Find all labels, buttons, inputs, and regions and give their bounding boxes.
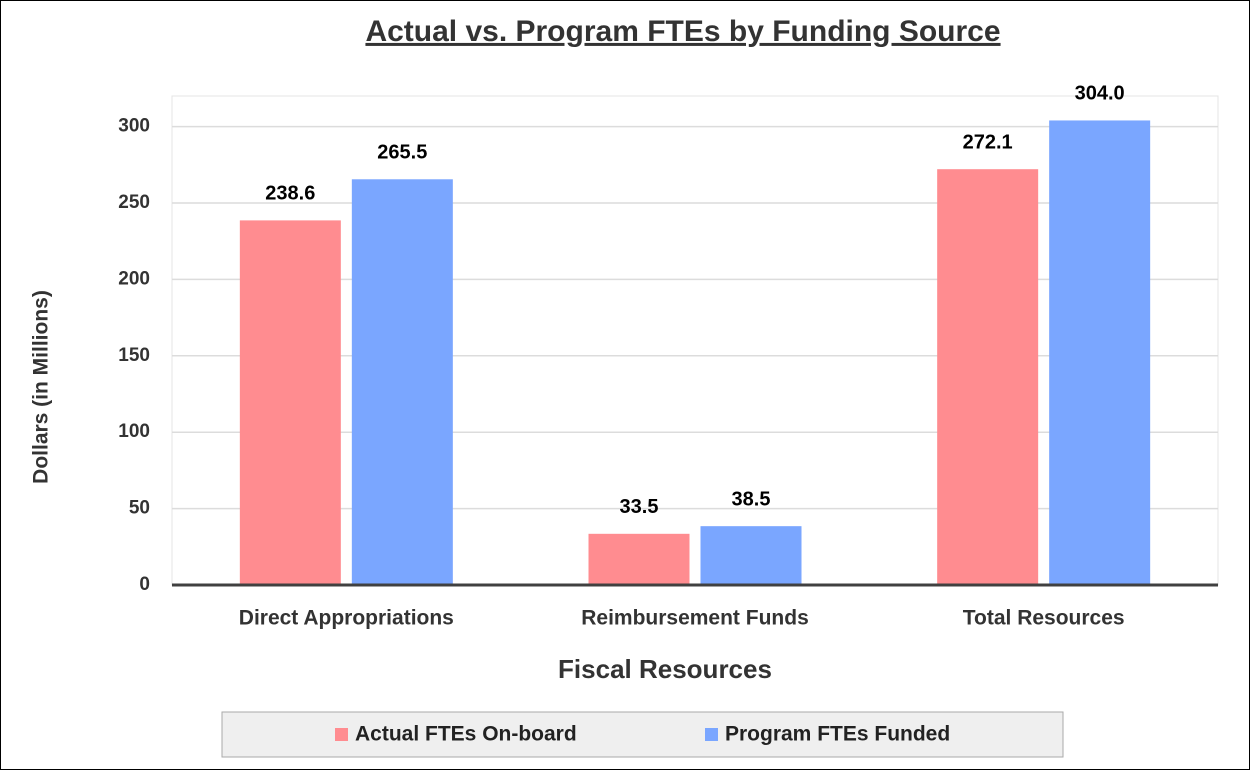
data-label: 33.5 <box>620 496 659 518</box>
y-tick-label: 0 <box>139 574 150 595</box>
legend-swatch <box>335 728 348 741</box>
y-tick-label: 50 <box>129 498 150 519</box>
legend-label: Program FTEs Funded <box>725 723 950 746</box>
x-axis-label: Fiscal Resources <box>558 654 772 684</box>
y-tick-label: 250 <box>118 192 150 213</box>
y-tick-label: 300 <box>118 116 150 137</box>
bar <box>351 179 453 585</box>
bar <box>1049 120 1151 585</box>
legend-swatch <box>705 728 718 741</box>
bar <box>588 533 690 585</box>
bar <box>700 526 802 585</box>
x-tick-label: Direct Appropriations <box>239 607 454 630</box>
x-tick-label: Total Resources <box>963 607 1125 630</box>
data-label: 265.5 <box>377 142 427 164</box>
data-label: 272.1 <box>963 131 1013 153</box>
y-tick-label: 200 <box>118 268 150 289</box>
legend-label: Actual FTEs On-board <box>355 723 577 746</box>
bar <box>937 169 1039 585</box>
y-axis-label: Dollars (in Millions) <box>30 290 53 484</box>
y-tick-label: 100 <box>118 421 150 442</box>
data-label: 238.6 <box>265 183 315 205</box>
x-tick-label: Reimbursement Funds <box>581 607 809 630</box>
bar <box>239 220 341 585</box>
data-label: 38.5 <box>732 488 771 510</box>
data-label: 304.0 <box>1075 83 1125 105</box>
legend-box <box>221 711 1064 758</box>
y-tick-label: 150 <box>118 345 150 366</box>
chart-title: Actual vs. Program FTEs by Funding Sourc… <box>365 15 1000 48</box>
